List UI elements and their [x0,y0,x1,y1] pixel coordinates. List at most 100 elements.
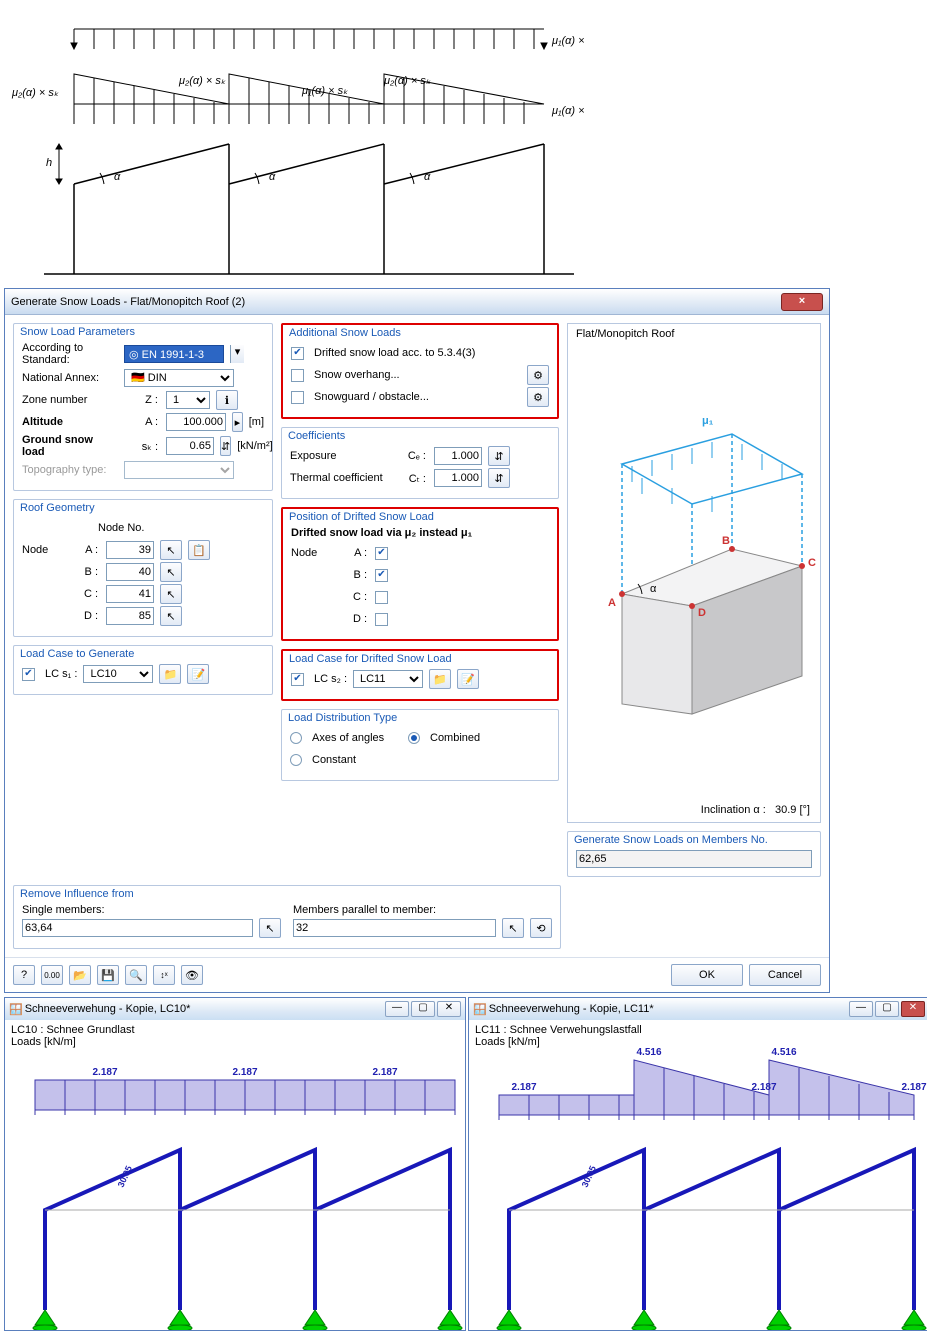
edit-lc-icon[interactable]: 📝 [457,669,479,689]
model-titlebar[interactable]: 🪟 Schneeverwehung - Kopie, LC10* — ▢ ✕ [5,998,465,1020]
gsl-input[interactable] [166,437,214,455]
altitude-input[interactable] [166,413,226,431]
annex-label: National Annex: [22,372,118,384]
posdrift-subtitle: Drifted snow load via μ₂ instead μ₁ [291,527,549,539]
help-icon[interactable]: ? [13,965,35,985]
standard-select[interactable]: ◎ EN 1991-1-3 [124,345,224,363]
combined-radio[interactable] [408,732,420,744]
spinner-icon[interactable]: ⇵ [488,446,510,466]
new-lc-icon[interactable]: 📁 [159,664,181,684]
geom-d-input[interactable] [106,607,154,625]
alpha-3: α [424,171,431,183]
minimize-icon[interactable]: — [849,1001,873,1017]
geom-c-input[interactable] [106,585,154,603]
annex-select[interactable]: 🇩🇪 DIN [124,369,234,387]
new-lc-icon[interactable]: 📁 [429,669,451,689]
thermal-input[interactable] [434,469,482,487]
group-title: Additional Snow Loads [289,327,549,339]
close-icon[interactable]: ✕ [901,1001,925,1017]
altitude-sym: A : [124,416,160,428]
mu2-left-label: μ₂(α) × sₖ [11,87,59,99]
edit-lc-icon[interactable]: 📝 [187,664,209,684]
restore-icon[interactable]: ▢ [411,1001,435,1017]
loads-label: Loads [kN/m] [11,1036,135,1048]
constant-label: Constant [312,754,356,766]
ok-button[interactable]: OK [671,964,743,986]
axes-radio[interactable] [290,732,302,744]
toggle-icon[interactable]: ⟲ [530,918,552,938]
pick-icon[interactable]: ↖ [502,918,524,938]
gsl-label: Ground snow load [22,434,118,458]
pick-icon[interactable]: ↖ [160,540,182,560]
mu1-right-label: μ₁(α) × sₖ [551,105,584,117]
parallel-input[interactable] [293,919,496,937]
load-val-2: 2.187 [232,1067,257,1078]
model-title: Schneeverwehung - Kopie, LC11* [489,1003,847,1015]
open-icon[interactable]: 📂 [69,965,91,985]
lc-s1-label: LC s₁ : [45,668,77,680]
units-icon[interactable]: 0.00 [41,965,63,985]
geom-node-label: Node [22,544,58,556]
pick-icon[interactable]: ↖ [160,606,182,626]
info-icon[interactable]: ℹ [216,390,238,410]
pick-icon[interactable]: ↖ [259,918,281,938]
geom-b-input[interactable] [106,563,154,581]
dropdown-icon[interactable]: ▾ [230,345,244,363]
posdrift-d-checkbox[interactable] [375,613,388,626]
group-title: Load Case to Generate [20,648,264,660]
dialog-title: Generate Snow Loads - Flat/Monopitch Roo… [11,296,781,308]
script-icon[interactable]: ↕ˣ [153,965,175,985]
zoom-icon[interactable]: 🔍 [125,965,147,985]
gsl-sym: sₖ : [124,440,160,453]
posdrift-a-checkbox[interactable] [375,547,388,560]
combined-label: Combined [430,732,480,744]
guard-checkbox[interactable] [291,391,304,404]
zone-select[interactable]: 1 [166,391,210,409]
cancel-button[interactable]: Cancel [749,964,821,986]
group-title: Position of Drifted Snow Load [289,511,549,523]
lc-s2-checkbox[interactable] [291,673,304,686]
drifted-checkbox[interactable] [291,347,304,360]
guard-settings-icon[interactable]: ⚙ [527,387,549,407]
list-icon[interactable]: 📋 [188,540,210,560]
load-val-1: 2.187 [92,1067,117,1078]
save-icon[interactable]: 💾 [97,965,119,985]
topo-select [124,461,234,479]
single-members-label: Single members: [22,904,281,916]
close-icon[interactable]: ✕ [437,1001,461,1017]
gen-members-group: Generate Snow Loads on Members No. [567,831,821,877]
overhang-settings-icon[interactable]: ⚙ [527,365,549,385]
remove-influence-group: Remove Influence from Single members: ↖ … [13,885,561,949]
lc-s1-checkbox[interactable] [22,668,35,681]
group-title: Load Distribution Type [288,712,550,724]
spinner-icon[interactable]: ⇵ [220,436,231,456]
posdrift-b-checkbox[interactable] [375,569,388,582]
posdrift-c-checkbox[interactable] [375,591,388,604]
view-icon[interactable]: 👁 [181,965,203,985]
constant-radio[interactable] [290,754,302,766]
group-title: Remove Influence from [20,888,552,900]
posdrift-node-label: Node [291,547,327,559]
dialog-titlebar[interactable]: Generate Snow Loads - Flat/Monopitch Roo… [5,289,829,315]
exposure-label: Exposure [290,450,386,462]
lc-s1-select[interactable]: LC10 [83,665,153,683]
spinner-icon[interactable]: ▸ [232,412,243,432]
minimize-icon[interactable]: — [385,1001,409,1017]
spinner-icon[interactable]: ⇵ [488,468,510,488]
pick-icon[interactable]: ↖ [160,584,182,604]
group-title: Roof Geometry [20,502,264,514]
lc-s2-select[interactable]: LC11 [353,670,423,688]
overhang-checkbox[interactable] [291,369,304,382]
single-members-input[interactable] [22,919,253,937]
loads-label: Loads [kN/m] [475,1036,642,1048]
exposure-input[interactable] [434,447,482,465]
mu2-mida-label: μ₂(α) × sₖ [178,75,226,87]
close-icon[interactable]: × [781,293,823,311]
geom-a-input[interactable] [106,541,154,559]
axes-label: Axes of angles [312,732,402,744]
restore-icon[interactable]: ▢ [875,1001,899,1017]
case-label: LC10 : Schnee Grundlast [11,1024,135,1036]
pick-icon[interactable]: ↖ [160,562,182,582]
node-c-label: C [808,557,816,569]
model-titlebar[interactable]: 🪟 Schneeverwehung - Kopie, LC11* — ▢ ✕ [469,998,927,1020]
